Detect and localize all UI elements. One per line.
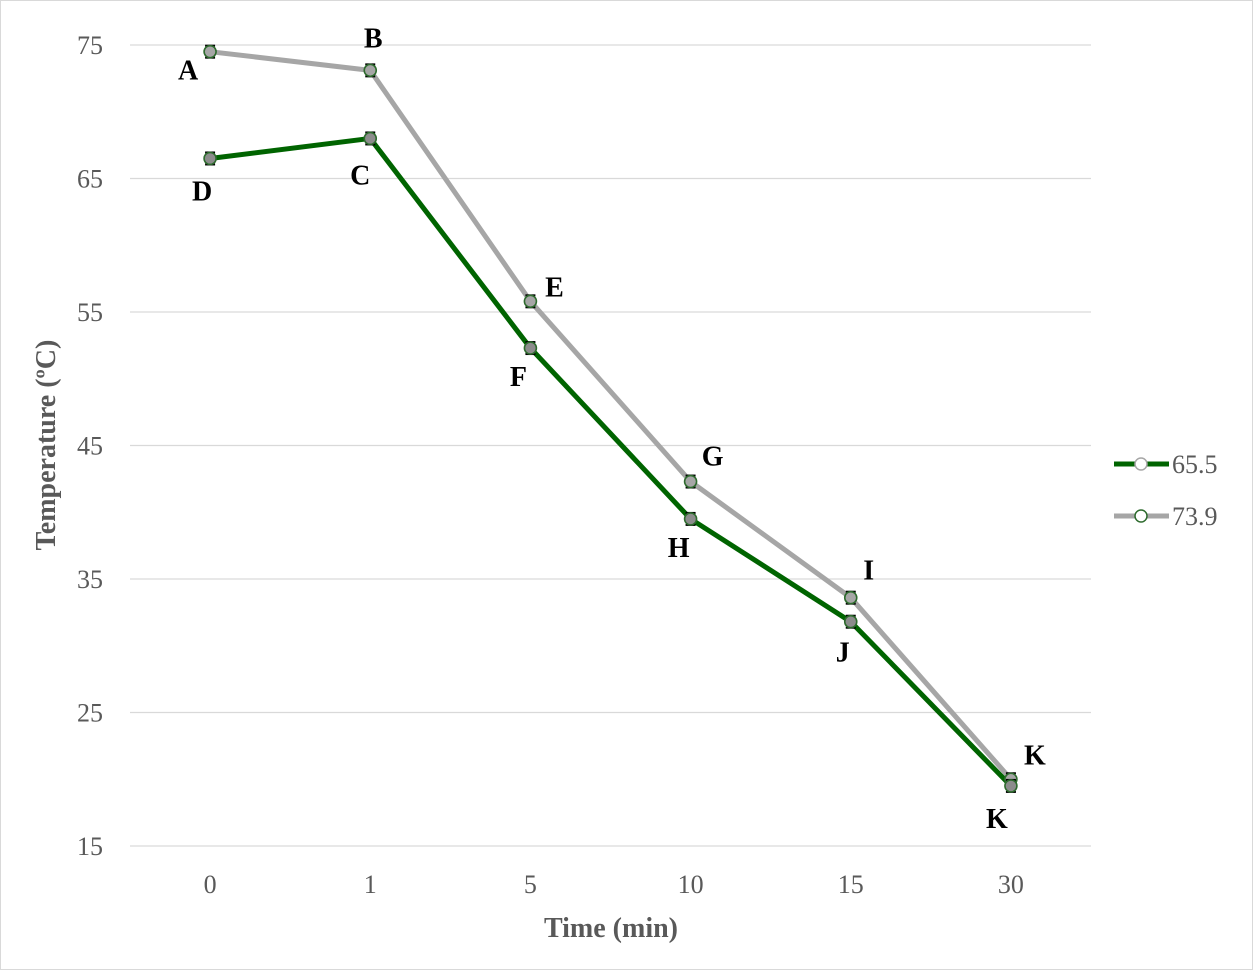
point-label: B	[364, 23, 383, 54]
y-tick-label: 35	[77, 565, 103, 594]
gridlines	[130, 44, 1091, 847]
y-tick-labels: 15 25 35 45 55 65 75	[77, 31, 103, 861]
x-tick-labels: 0 1 5 10 15 30	[204, 870, 1024, 899]
series-markers	[203, 44, 1018, 793]
point-label: F	[510, 362, 527, 393]
data-point	[523, 294, 538, 309]
point-label: E	[545, 272, 564, 303]
legend-swatch-marker	[1134, 457, 1148, 471]
data-point	[683, 474, 698, 489]
data-point	[363, 63, 378, 78]
y-axis-title: Temperature (ºC)	[31, 340, 62, 551]
y-tick-label: 15	[77, 832, 103, 861]
y-tick-label: 65	[77, 165, 103, 194]
legend: 65.5 73.9	[1114, 450, 1218, 531]
data-point	[203, 44, 217, 59]
x-tick-label: 0	[204, 870, 217, 899]
point-label: H	[668, 533, 690, 564]
point-label: K	[1024, 740, 1046, 771]
y-tick-label: 75	[77, 31, 103, 60]
x-tick-label: 30	[998, 870, 1024, 899]
legend-label: 73.9	[1172, 502, 1218, 531]
point-label: I	[863, 556, 874, 587]
series-lines	[209, 49, 1013, 788]
legend-label: 65.5	[1172, 450, 1218, 479]
data-point	[363, 131, 378, 146]
x-tick-label: 10	[678, 870, 704, 899]
x-tick-label: 15	[838, 870, 864, 899]
y-tick-label: 55	[77, 298, 103, 327]
point-label: D	[192, 176, 212, 207]
point-label: G	[702, 442, 724, 473]
data-point	[843, 614, 858, 629]
point-label: K	[986, 804, 1008, 835]
series-line-65-5	[209, 135, 1013, 788]
x-tick-label: 5	[524, 870, 537, 899]
data-point	[1004, 779, 1018, 793]
data-point	[203, 151, 217, 166]
y-tick-label: 25	[77, 699, 103, 728]
y-tick-label: 45	[77, 432, 103, 461]
point-label: J	[836, 638, 850, 669]
data-point	[843, 590, 858, 605]
x-axis-title: Time (min)	[544, 913, 678, 944]
x-tick-label: 1	[364, 870, 377, 899]
point-label: A	[178, 56, 199, 87]
legend-swatch-marker	[1134, 509, 1148, 523]
data-point	[683, 512, 698, 526]
point-labels: A B E G I K D C F H J K	[178, 23, 1046, 835]
point-label: C	[350, 160, 370, 191]
series-line-73-9	[209, 49, 1013, 781]
data-point	[523, 341, 538, 355]
